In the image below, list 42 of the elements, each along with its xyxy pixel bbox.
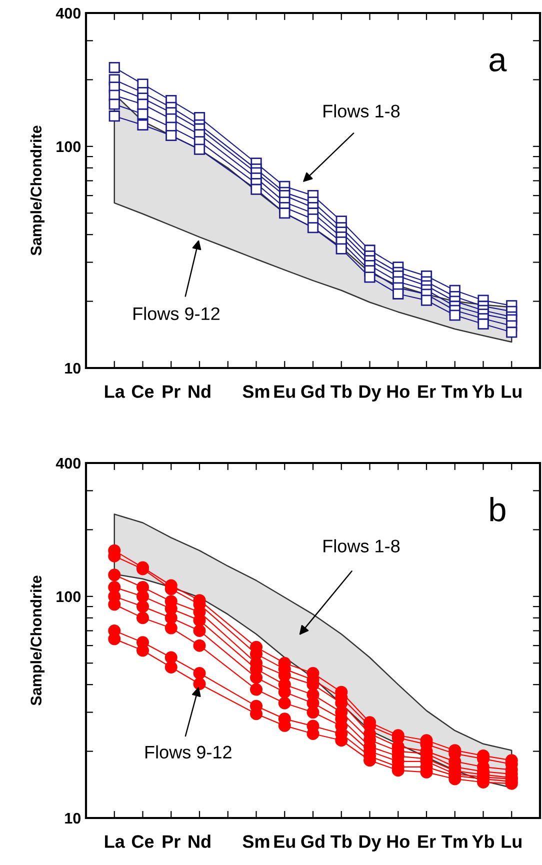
x-tick-label: Tb [330,834,352,848]
x-tick-label: Ce [132,835,154,848]
x-tick-label: Lu [502,385,522,398]
annotation: b [490,497,506,522]
x-tick-label: Tm [442,835,468,848]
x-tick-label: Eu [274,835,295,848]
y-tick-label: 100 [56,591,81,602]
x-tick-label: Gd [301,834,324,848]
x-tick-label: Pr [162,835,180,848]
annotation: Flows 1-8 [324,104,400,118]
x-tick-label: Dy [359,385,382,402]
y-tick-label: 400 [56,8,81,19]
x-tick-label: Ho [387,835,410,848]
y-axis-title: Sample/Chondrite [30,126,45,256]
x-tick-label: Lu [502,835,522,848]
y-tick-label: 100 [56,141,81,152]
x-tick-label: La [105,835,126,848]
x-tick-label: Dy [359,835,382,852]
x-tick-label: Tm [442,385,468,398]
x-tick-label: Ce [132,385,154,398]
x-tick-label: Tb [330,384,352,398]
x-tick-label: Sm [242,835,270,848]
x-tick-label: Ho [387,385,410,398]
x-tick-label: Eu [274,385,295,398]
annotation: a [490,53,507,72]
y-axis-title: Sample/Chondrite [30,576,45,706]
x-tick-label: La [105,385,126,398]
x-tick-label: Er [418,835,436,848]
y-tick-label: 10 [65,362,81,374]
x-tick-label: Er [418,385,436,398]
x-tick-label: Pr [162,385,180,398]
x-tick-label: Nd [188,384,210,398]
y-tick-label: 400 [56,458,81,469]
annotation: Flows 9-12 [134,306,220,320]
annotation: Flows 9-12 [145,745,232,759]
x-tick-label: Nd [188,834,210,848]
x-tick-label: Yb [472,384,494,398]
x-tick-label: Yb [472,834,494,848]
x-tick-label: Gd [301,384,324,398]
y-tick-label: 10 [65,812,81,824]
x-tick-label: Sm [242,385,270,398]
annotation: Flows 1-8 [324,539,400,552]
